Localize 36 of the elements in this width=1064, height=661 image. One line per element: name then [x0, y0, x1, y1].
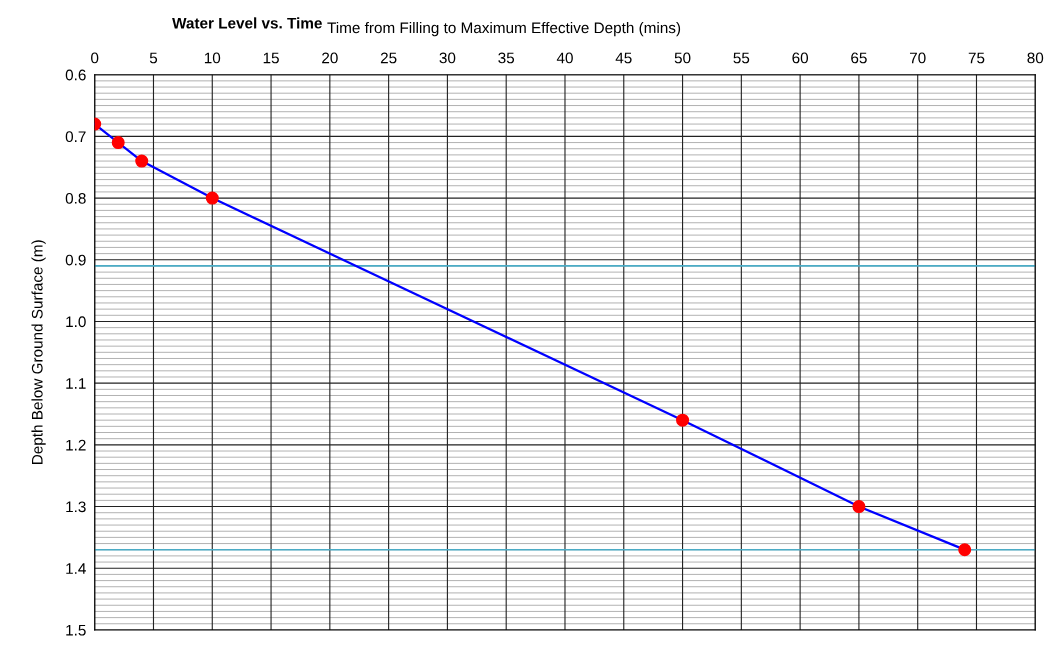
x-tick-label: 80 — [1027, 52, 1044, 64]
x-tick-label: 35 — [498, 52, 515, 64]
y-tick-label: 1.3 — [66, 501, 86, 513]
x-axis-title: Time from Filling to Maximum Effective Depth (mins) — [327, 21, 681, 37]
x-tick-label: 60 — [792, 52, 809, 64]
point — [135, 154, 149, 168]
point — [676, 413, 690, 427]
y-tick-label: 0.9 — [65, 254, 86, 266]
x-tick-label: 70 — [909, 52, 926, 64]
point — [205, 191, 219, 205]
y-tick-label: 1.1 — [66, 378, 86, 389]
point — [111, 136, 125, 150]
x-tick-label: 45 — [615, 52, 632, 64]
point — [958, 543, 972, 557]
point — [852, 500, 866, 514]
y-tick-label: 1.2 — [66, 439, 86, 451]
y-tick-label: 1.4 — [66, 563, 86, 574]
x-tick-label: 65 — [851, 52, 867, 64]
y-axis-title: Depth Below Ground Surface (m) — [31, 240, 46, 464]
y-tick-label: 0.8 — [65, 192, 86, 204]
x-tick-label: 25 — [380, 52, 397, 64]
x-tick-label: 40 — [556, 52, 573, 64]
y-tick-label: 1.0 — [66, 316, 86, 328]
y-tick-label: 0.6 — [65, 69, 86, 81]
x-tick-label: 50 — [674, 52, 691, 64]
y-tick-label: 0.7 — [65, 131, 86, 143]
x-tick-label: 0 — [91, 52, 99, 64]
x-tick-label: 5 — [149, 52, 158, 64]
x-tick-label: 20 — [322, 52, 338, 64]
chart-title: Water Level vs. Time — [172, 17, 322, 29]
y-tick-label: 1.5 — [66, 624, 86, 636]
x-tick-label: 55 — [733, 52, 750, 64]
x-tick-label: 75 — [968, 52, 985, 64]
x-tick-label: 30 — [439, 52, 456, 64]
x-tick-label: 10 — [204, 52, 221, 64]
x-tick-label: 15 — [263, 52, 279, 64]
